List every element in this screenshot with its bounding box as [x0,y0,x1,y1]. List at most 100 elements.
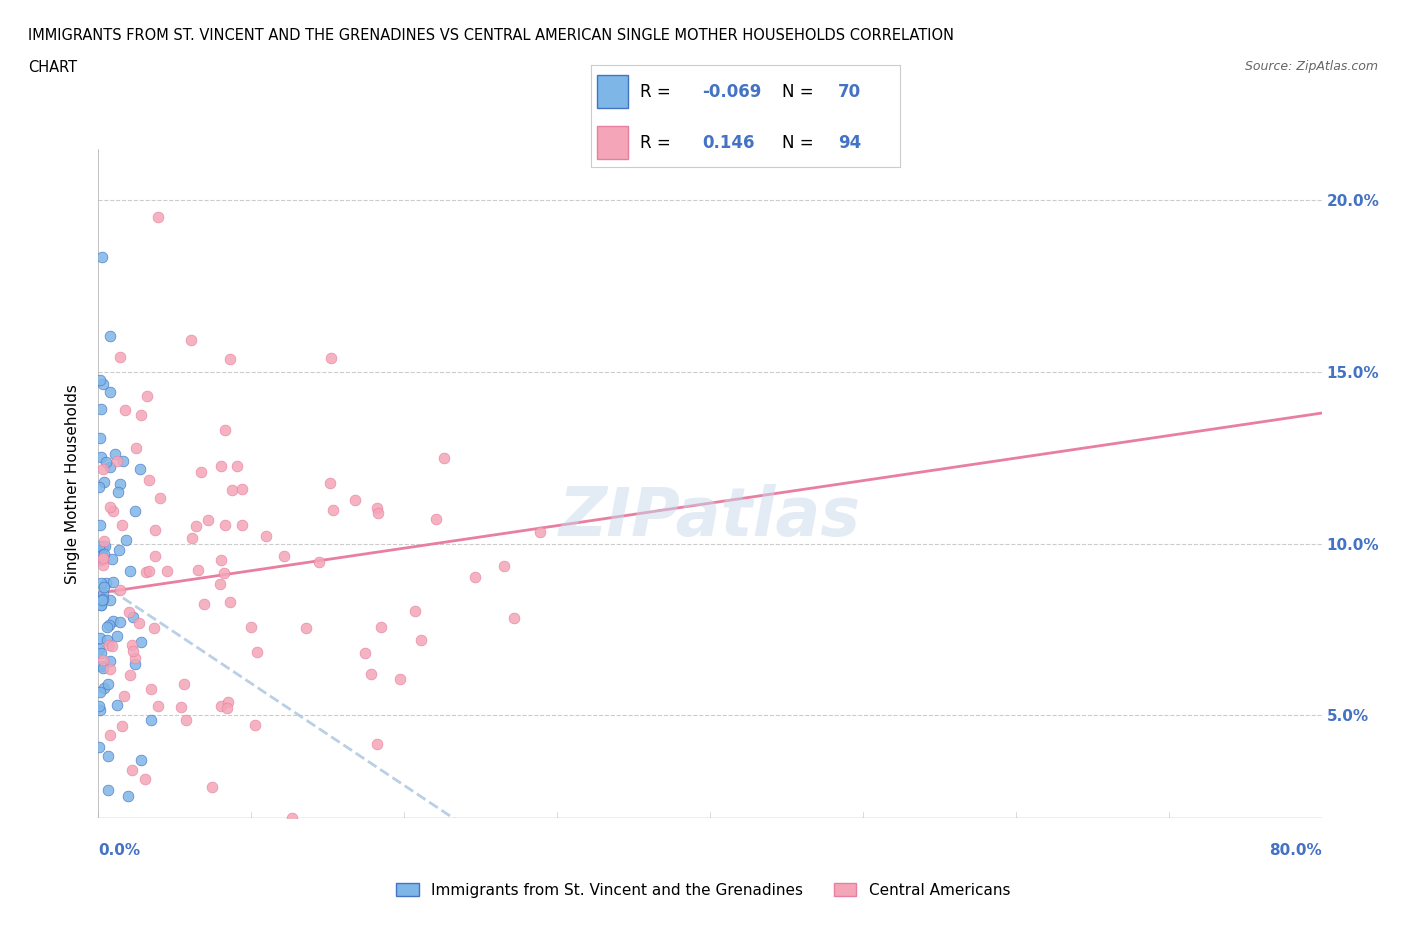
Point [209,552,232,567]
Text: N =: N = [782,83,820,100]
Point [89,631,111,645]
Text: 0.0%: 0.0% [98,844,141,858]
Point [366,500,388,515]
Point [89,542,111,557]
Point [146,698,169,713]
Point [370,619,392,634]
Point [90,598,112,613]
Point [148,210,170,225]
Point [367,505,389,520]
Point [91,377,114,392]
Point [103,446,125,461]
Point [118,564,141,578]
Point [87,538,110,553]
Point [89,684,111,699]
Point [105,698,128,712]
Point [89,373,111,388]
Point [87,642,110,657]
Text: 80.0%: 80.0% [1268,844,1322,858]
Point [219,595,242,610]
Point [128,462,150,477]
Point [111,518,134,533]
Point [129,635,152,650]
Point [124,657,146,671]
Point [231,517,253,532]
Point [105,629,128,644]
Point [108,614,131,629]
Point [143,620,166,635]
Point [97,749,120,764]
Text: Source: ZipAtlas.com: Source: ZipAtlas.com [1244,60,1378,73]
Point [91,557,114,572]
Point [97,782,120,797]
Point [366,737,388,751]
Point [91,249,114,264]
Point [98,638,121,653]
Point [129,752,152,767]
Point [111,719,134,734]
Point [281,811,304,826]
Point [93,475,115,490]
Point [101,575,124,590]
Point [245,718,267,733]
Point [464,569,486,584]
Point [121,638,143,653]
Point [91,538,114,553]
Point [128,616,150,631]
Point [89,479,111,494]
Point [112,688,135,703]
Point [98,459,121,474]
Point [148,491,170,506]
Point [492,559,515,574]
Point [117,789,139,804]
Point [91,592,114,607]
Point [118,605,141,620]
Point [529,525,551,539]
Point [91,660,114,675]
Point [295,620,318,635]
Point [118,667,141,682]
Point [254,529,277,544]
Point [503,610,526,625]
Point [138,564,160,578]
Point [246,644,269,659]
Point [209,577,232,591]
Point [115,532,138,547]
Point [184,519,207,534]
Point [344,492,367,507]
Point [98,385,121,400]
Point [201,779,224,794]
Point [90,645,112,660]
Text: CHART: CHART [28,60,77,75]
Point [432,451,454,466]
Point [105,454,128,469]
FancyBboxPatch shape [596,75,627,108]
Point [125,440,148,455]
Point [96,632,118,647]
Text: R =: R = [640,83,676,100]
Point [321,351,343,365]
Point [139,682,162,697]
Point [89,698,111,713]
Y-axis label: Single Mother Households: Single Mother Households [65,384,80,583]
Point [98,661,121,676]
Point [90,659,112,674]
Point [87,828,110,843]
Point [94,576,117,591]
Point [214,422,236,437]
Point [93,681,115,696]
Point [96,620,118,635]
Point [197,512,219,527]
Point [91,591,114,606]
Point [100,639,122,654]
Point [212,565,235,580]
Point [93,579,115,594]
Text: -0.069: -0.069 [702,83,761,100]
Point [138,472,160,487]
Point [90,598,112,613]
Point [221,483,243,498]
Text: IMMIGRANTS FROM ST. VINCENT AND THE GRENADINES VS CENTRAL AMERICAN SINGLE MOTHER: IMMIGRANTS FROM ST. VINCENT AND THE GREN… [28,28,955,43]
Text: 94: 94 [838,134,862,152]
Point [91,462,114,477]
Point [193,597,215,612]
